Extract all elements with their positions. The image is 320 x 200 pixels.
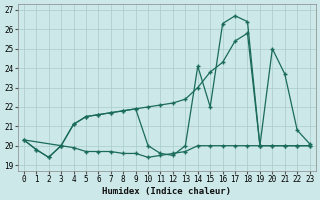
X-axis label: Humidex (Indice chaleur): Humidex (Indice chaleur) — [102, 187, 231, 196]
